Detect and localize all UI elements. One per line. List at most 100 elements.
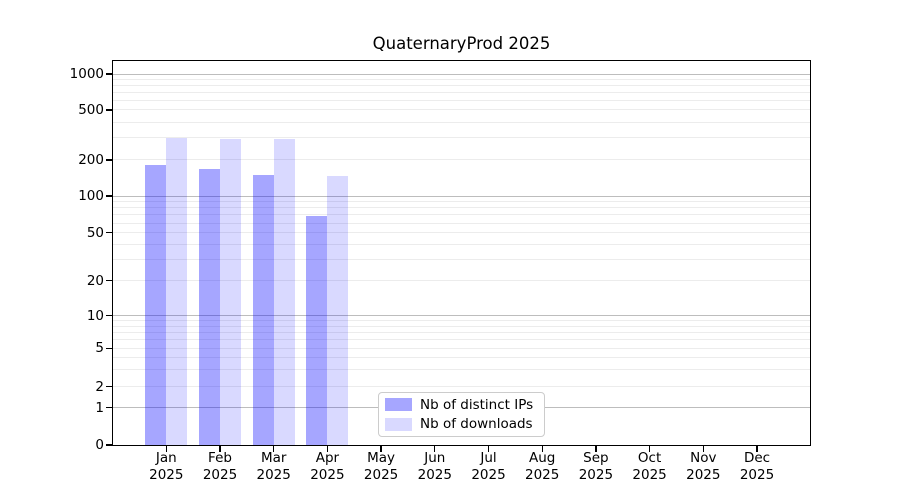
y-tick-label: 2 xyxy=(95,378,104,395)
legend-swatch-distinct-ips xyxy=(385,398,412,412)
x-tick-label-year: 2025 xyxy=(310,466,345,483)
x-tick-label: Oct 2025 xyxy=(618,450,682,483)
y-tick-label: 200 xyxy=(78,151,104,168)
y-gridline-minor xyxy=(113,222,810,224)
y-tick-label: 5 xyxy=(95,340,104,357)
x-tick-mark xyxy=(165,446,167,452)
x-tick-label: Nov 2025 xyxy=(671,450,735,483)
x-tick-label-year: 2025 xyxy=(686,466,721,483)
bar-downloads xyxy=(327,175,349,445)
y-gridline-minor xyxy=(113,214,810,216)
x-tick-mark xyxy=(219,446,221,452)
x-tick-label-month: Mar xyxy=(260,450,287,466)
y-gridline-minor xyxy=(113,85,810,87)
legend-swatch-downloads xyxy=(385,417,412,431)
x-tick-label: Jul 2025 xyxy=(457,450,521,483)
y-gridline-minor xyxy=(113,159,810,161)
x-tick-label-year: 2025 xyxy=(363,466,399,483)
y-tick-label: 1000 xyxy=(69,66,104,83)
bar-downloads xyxy=(166,138,188,445)
x-tick-label-year: 2025 xyxy=(202,466,238,483)
x-tick-label-year: 2025 xyxy=(525,466,560,483)
x-tick-mark xyxy=(756,446,758,452)
y-gridline-minor xyxy=(113,347,810,349)
bar-distinct-ips xyxy=(199,168,220,445)
y-gridline-minor xyxy=(113,325,810,327)
x-tick-mark xyxy=(380,446,382,452)
x-tick-label-year: 2025 xyxy=(417,466,452,483)
legend-label-downloads: Nb of downloads xyxy=(420,416,533,433)
x-tick-mark xyxy=(273,446,275,452)
x-tick-label: Apr 2025 xyxy=(295,450,359,483)
x-tick-label-month: Dec xyxy=(743,450,771,466)
x-tick-label-month: Jul xyxy=(480,450,497,466)
y-gridline-minor xyxy=(113,137,810,139)
x-tick-label-year: 2025 xyxy=(149,466,184,483)
y-gridline-minor xyxy=(113,92,810,94)
bar-distinct-ips xyxy=(252,174,274,445)
y-gridline-major xyxy=(113,195,810,197)
y-gridline-minor xyxy=(113,78,810,80)
x-tick-label-year: 2025 xyxy=(471,466,506,483)
bar-distinct-ips xyxy=(306,215,328,445)
x-tick-label: Sep 2025 xyxy=(564,450,628,483)
y-tick-mark xyxy=(106,232,112,234)
y-gridline-minor xyxy=(113,331,810,333)
x-tick-label-month: Sep xyxy=(583,450,609,466)
x-tick-label: Mar 2025 xyxy=(242,450,306,483)
y-tick-label: 1 xyxy=(95,399,104,416)
y-gridline-minor xyxy=(113,320,810,322)
x-tick-label-month: Jun xyxy=(424,450,446,466)
x-tick-label-month: Aug xyxy=(529,450,556,466)
x-tick-label-year: 2025 xyxy=(739,466,775,483)
y-tick-label: 100 xyxy=(78,188,104,204)
y-tick-mark xyxy=(106,109,112,111)
x-tick-label-year: 2025 xyxy=(632,466,667,483)
chart-title: QuaternaryProd 2025 xyxy=(372,34,551,53)
x-tick-mark xyxy=(648,446,651,452)
y-tick-label: 20 xyxy=(86,272,104,289)
y-gridline-minor xyxy=(113,207,810,209)
bar-distinct-ips xyxy=(145,164,167,445)
y-gridline-minor xyxy=(113,258,810,260)
y-tick-mark xyxy=(106,159,112,161)
x-tick-label-month: Nov xyxy=(690,450,717,466)
legend-item-downloads: Nb of downloads xyxy=(385,416,544,434)
x-tick-label-month: Feb xyxy=(208,450,232,466)
y-tick-label: 50 xyxy=(86,224,104,241)
legend: Nb of distinct IPs Nb of downloads xyxy=(378,392,545,437)
plot-area xyxy=(113,61,810,445)
y-tick-mark xyxy=(106,444,112,446)
x-tick-label: Jan 2025 xyxy=(134,450,198,483)
y-gridline-major xyxy=(113,73,810,75)
y-gridline-minor xyxy=(113,243,810,245)
y-tick-mark xyxy=(106,315,112,317)
y-gridline-major xyxy=(113,315,810,317)
y-tick-mark xyxy=(106,195,112,197)
x-tick-label-year: 2025 xyxy=(578,466,614,483)
y-gridline-minor xyxy=(113,339,810,341)
bar-downloads xyxy=(273,139,295,445)
x-tick-label-month: Jan xyxy=(155,450,177,466)
x-tick-label: Feb 2025 xyxy=(188,450,252,483)
y-gridline-minor xyxy=(113,100,810,102)
y-tick-label: 500 xyxy=(78,101,104,118)
y-tick-label: 10 xyxy=(86,307,104,324)
y-gridline-minor xyxy=(113,201,810,203)
y-gridline-minor xyxy=(113,357,810,359)
y-tick-mark xyxy=(106,280,112,282)
x-tick-mark xyxy=(541,446,543,452)
y-tick-mark xyxy=(106,73,112,75)
x-tick-label: Jun 2025 xyxy=(403,450,467,483)
x-tick-label: Dec 2025 xyxy=(725,450,789,483)
y-tick-mark xyxy=(106,347,112,349)
bar-downloads xyxy=(220,139,241,445)
legend-label-distinct-ips: Nb of distinct IPs xyxy=(420,396,534,413)
x-tick-label-month: May xyxy=(367,450,396,466)
x-tick-label-month: Apr xyxy=(315,450,340,466)
x-tick-mark xyxy=(434,446,436,452)
y-tick-mark xyxy=(106,407,112,409)
y-gridline-minor xyxy=(113,369,810,371)
x-tick-label-year: 2025 xyxy=(256,466,291,483)
